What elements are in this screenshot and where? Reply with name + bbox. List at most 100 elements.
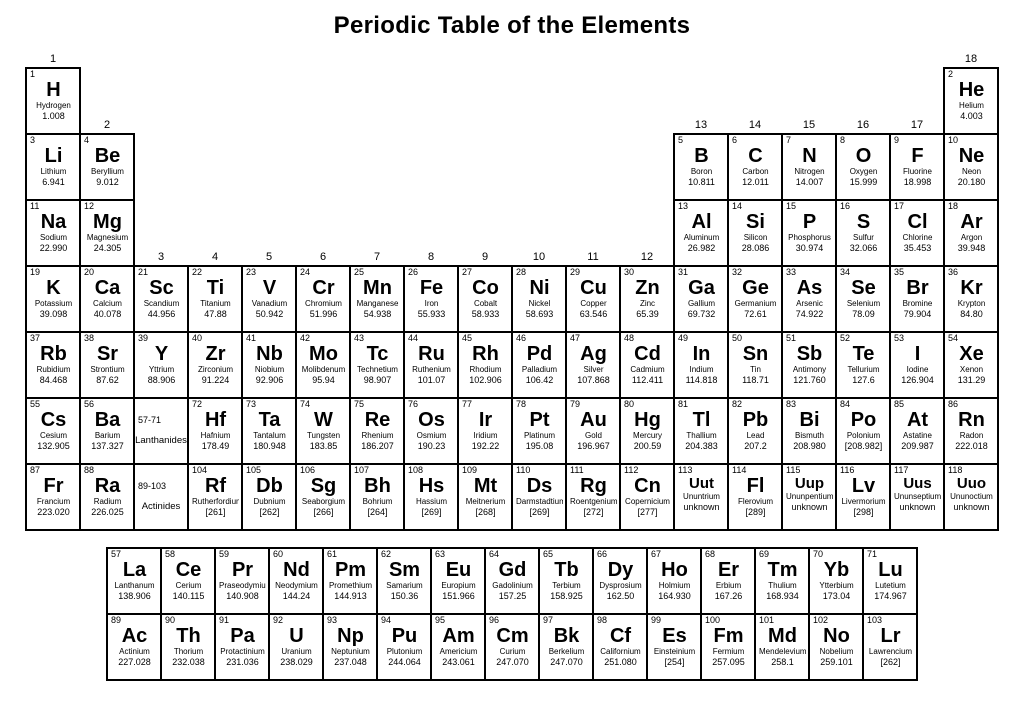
atomic-number: 64 [489, 550, 536, 559]
element-symbol: Ir [462, 410, 509, 430]
range-label: 57-71 [138, 416, 161, 425]
element-symbol: Mn [354, 278, 401, 298]
element-name: Cerium [165, 582, 212, 590]
element-symbol: Ar [948, 212, 995, 232]
element-cell-Lu: 71LuLutetium174.967 [862, 547, 918, 615]
atomic-mass: 223.020 [30, 508, 77, 517]
element-name: Rhodium [462, 366, 509, 374]
atomic-mass: 127.6 [840, 376, 887, 385]
atomic-number: 115 [786, 466, 833, 475]
element-symbol: Es [651, 626, 698, 646]
atomic-mass: [262] [246, 508, 293, 517]
atomic-mass: 157.25 [489, 592, 536, 601]
element-name: Cobalt [462, 300, 509, 308]
element-symbol: Rf [192, 476, 239, 496]
element-name: Hydrogen [30, 102, 77, 110]
atomic-mass: 131.29 [948, 376, 995, 385]
element-name: Beryllium [84, 168, 131, 176]
spacer [566, 68, 620, 134]
element-cell-Tb: 65TbTerbium158.925 [538, 547, 594, 615]
atomic-number: 65 [543, 550, 590, 559]
atomic-number: 110 [516, 466, 563, 475]
atomic-number: 11 [30, 202, 77, 211]
element-cell-Rn: 86RnRadon222.018 [943, 397, 999, 465]
atomic-mass: 30.974 [786, 244, 833, 253]
element-symbol: Cu [570, 278, 617, 298]
element-symbol: Ag [570, 344, 617, 364]
atomic-mass: 101.07 [408, 376, 455, 385]
element-symbol: Pm [327, 560, 374, 580]
atomic-number: 80 [624, 400, 671, 409]
element-symbol: Er [705, 560, 752, 580]
spacer [188, 48, 242, 68]
group-label-12: 12 [620, 200, 674, 266]
atomic-number: 47 [570, 334, 617, 343]
atomic-number: 24 [300, 268, 347, 277]
element-name: Oxygen [840, 168, 887, 176]
atomic-number: 116 [840, 466, 887, 475]
atomic-mass: unknown [678, 503, 725, 512]
element-name: Platinum [516, 432, 563, 440]
element-cell-V: 23VVanadium50.942 [241, 265, 297, 333]
element-name: Neodymium [273, 582, 320, 590]
atomic-number: 42 [300, 334, 347, 343]
element-name: Neptunium [327, 648, 374, 656]
element-cell-Ta: 73TaTantalum180.948 [241, 397, 297, 465]
element-symbol: Re [354, 410, 401, 430]
atomic-mass: 58.933 [462, 310, 509, 319]
element-cell-Sb: 51SbAntimony121.760 [781, 331, 837, 399]
element-cell-Cr: 24CrChromium51.996 [295, 265, 351, 333]
element-cell-Pt: 78PtPlatinum195.08 [511, 397, 567, 465]
atomic-mass: 14.007 [786, 178, 833, 187]
atomic-mass: 192.22 [462, 442, 509, 451]
element-name: Mercury [624, 432, 671, 440]
element-cell-Uup: 115UupUnunpentiumunknown [781, 463, 837, 531]
element-name: Americium [435, 648, 482, 656]
element-cell-Uus: 117UusUnunseptiumunknown [889, 463, 945, 531]
atomic-number: 52 [840, 334, 887, 343]
element-symbol: Ca [84, 278, 131, 298]
element-symbol: Gd [489, 560, 536, 580]
atomic-number: 111 [570, 466, 617, 475]
atomic-number: 17 [894, 202, 941, 211]
element-cell-Si: 14SiSilicon28.086 [727, 199, 783, 267]
atomic-number: 35 [894, 268, 941, 277]
element-name: Actinium [111, 648, 158, 656]
atomic-number: 78 [516, 400, 563, 409]
element-cell-Xe: 54XeXenon131.29 [943, 331, 999, 399]
atomic-mass: unknown [786, 503, 833, 512]
atomic-mass: 98.907 [354, 376, 401, 385]
atomic-number: 10 [948, 136, 995, 145]
atomic-number: 113 [678, 466, 725, 475]
atomic-number: 103 [867, 616, 914, 625]
element-name: Dysprosium [597, 582, 644, 590]
group-label-6: 6 [296, 200, 350, 266]
atomic-mass: 227.028 [111, 658, 158, 667]
element-symbol: Th [165, 626, 212, 646]
atomic-number: 39 [138, 334, 185, 343]
element-cell-Be: 4BeBeryllium9.012 [79, 133, 135, 201]
element-symbol: He [948, 80, 995, 100]
element-cell-Uuo: 118UuoUnunoctiumunknown [943, 463, 999, 531]
element-cell-At: 85AtAstatine209.987 [889, 397, 945, 465]
element-name: Selenium [840, 300, 887, 308]
atomic-mass: 88.906 [138, 376, 185, 385]
element-name: Samarium [381, 582, 428, 590]
spacer [350, 48, 404, 68]
element-cell-Ac: 89AcActinium227.028 [106, 613, 162, 681]
element-cell-Ho: 67HoHolmium164.930 [646, 547, 702, 615]
atomic-number: 71 [867, 550, 914, 559]
atomic-number: 107 [354, 466, 401, 475]
element-cell-O: 8OOxygen15.999 [835, 133, 891, 201]
element-cell-Ru: 44RuRuthenium101.07 [403, 331, 459, 399]
atomic-number: 102 [813, 616, 860, 625]
element-cell-P: 15PPhosphorus30.974 [781, 199, 837, 267]
element-cell-Bh: 107BhBohrium[264] [349, 463, 405, 531]
element-symbol: Uut [678, 476, 725, 491]
element-symbol: Ta [246, 410, 293, 430]
element-symbol: Sm [381, 560, 428, 580]
element-symbol: Tl [678, 410, 725, 430]
element-name: Germanium [732, 300, 779, 308]
element-name: Molibdenum [300, 366, 347, 374]
element-name: Rhenium [354, 432, 401, 440]
